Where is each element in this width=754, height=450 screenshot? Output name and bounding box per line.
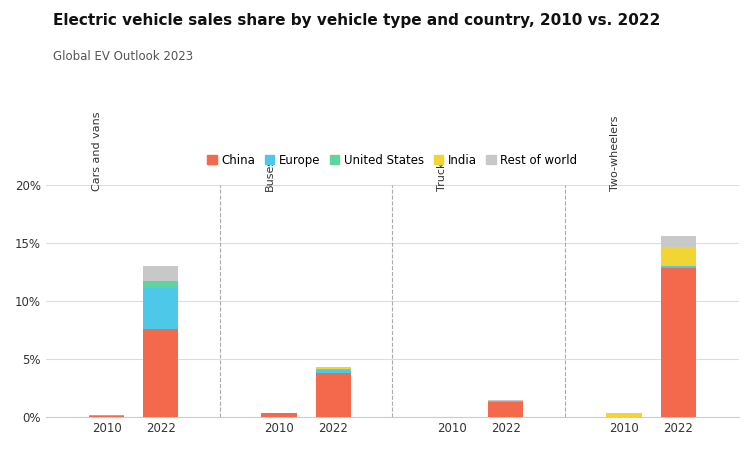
Bar [143,288,179,329]
Bar [143,281,179,288]
Text: Cars and vans: Cars and vans [92,111,103,191]
Bar [316,367,351,368]
Bar [316,368,351,369]
Bar [606,413,642,417]
Bar [262,413,296,417]
Bar [316,370,351,373]
Text: Buses: Buses [265,158,274,191]
Legend: China, Europe, United States, India, Rest of world: China, Europe, United States, India, Res… [203,149,582,171]
Bar [316,373,351,417]
Bar [316,369,351,370]
Text: Two-wheelers: Two-wheelers [610,115,620,191]
Bar [489,402,523,417]
Bar [489,401,523,402]
Bar [661,248,696,266]
Bar [661,236,696,248]
Bar [143,329,179,417]
Text: Trucks: Trucks [437,155,447,191]
Bar [661,266,696,269]
Bar [661,269,696,417]
Text: Electric vehicle sales share by vehicle type and country, 2010 vs. 2022: Electric vehicle sales share by vehicle … [53,14,661,28]
Bar [143,266,179,281]
Text: Global EV Outlook 2023: Global EV Outlook 2023 [53,50,193,63]
Bar [89,416,124,417]
Bar [489,400,523,401]
Bar [89,415,124,416]
